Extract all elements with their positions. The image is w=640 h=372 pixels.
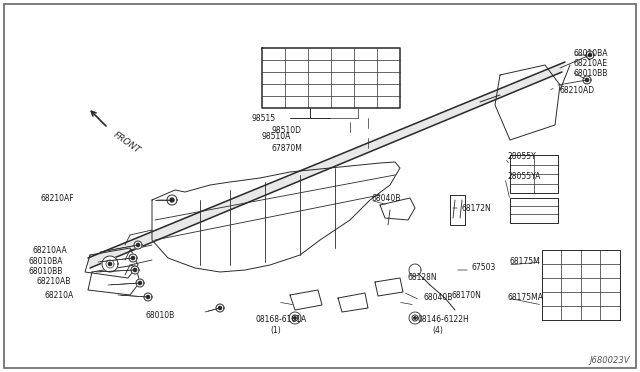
Text: 68210AA: 68210AA — [32, 246, 67, 254]
Polygon shape — [134, 241, 142, 249]
Polygon shape — [138, 281, 141, 285]
Text: 68210AF: 68210AF — [40, 193, 74, 202]
Text: 28055YA: 28055YA — [508, 171, 541, 180]
Polygon shape — [129, 254, 137, 262]
Polygon shape — [218, 307, 221, 310]
Polygon shape — [106, 260, 114, 268]
Polygon shape — [414, 317, 416, 319]
Text: 68210A: 68210A — [44, 291, 73, 299]
Text: 28055Y: 28055Y — [508, 151, 537, 160]
Text: 68040B: 68040B — [424, 294, 453, 302]
Polygon shape — [289, 312, 301, 324]
Polygon shape — [131, 266, 139, 274]
Polygon shape — [136, 243, 140, 247]
Polygon shape — [108, 262, 111, 266]
Text: (1): (1) — [270, 326, 281, 334]
Text: 08146-6122H: 08146-6122H — [418, 315, 470, 324]
Polygon shape — [292, 315, 298, 321]
Text: 68210AE: 68210AE — [574, 58, 608, 67]
Polygon shape — [102, 256, 118, 272]
Polygon shape — [167, 195, 177, 205]
Polygon shape — [144, 293, 152, 301]
Text: 68010BA: 68010BA — [574, 48, 609, 58]
Text: 68210AB: 68210AB — [36, 278, 70, 286]
Text: 68175MA: 68175MA — [508, 294, 544, 302]
Polygon shape — [409, 264, 421, 276]
Text: 68040B: 68040B — [372, 193, 401, 202]
Polygon shape — [216, 304, 224, 312]
Polygon shape — [133, 269, 136, 272]
Polygon shape — [131, 256, 134, 260]
Text: 98510D: 98510D — [272, 125, 302, 135]
Text: 68172N: 68172N — [462, 203, 492, 212]
Polygon shape — [583, 76, 591, 84]
Polygon shape — [409, 312, 421, 324]
Text: 68010BA: 68010BA — [28, 257, 63, 266]
Text: 98515: 98515 — [252, 113, 276, 122]
Text: 68128N: 68128N — [408, 273, 438, 282]
Text: 68010BB: 68010BB — [574, 68, 609, 77]
Polygon shape — [147, 295, 150, 299]
Text: (4): (4) — [432, 326, 443, 334]
Text: 68175M: 68175M — [510, 257, 541, 266]
Text: 68010B: 68010B — [145, 311, 174, 320]
Text: 98510A: 98510A — [262, 131, 291, 141]
Polygon shape — [586, 78, 589, 81]
Text: 08168-6161A: 08168-6161A — [256, 315, 307, 324]
Text: 68010BB: 68010BB — [28, 267, 62, 276]
Text: J680023V: J680023V — [589, 356, 630, 365]
Polygon shape — [170, 198, 174, 202]
Polygon shape — [136, 279, 144, 287]
Polygon shape — [588, 54, 591, 57]
Text: 68210AD: 68210AD — [560, 86, 595, 94]
Polygon shape — [586, 51, 594, 59]
Polygon shape — [294, 317, 296, 319]
Polygon shape — [88, 62, 565, 268]
Text: 67870M: 67870M — [272, 144, 303, 153]
Text: 67503: 67503 — [472, 263, 497, 273]
Text: FRONT: FRONT — [112, 130, 142, 155]
Text: 68170N: 68170N — [452, 292, 482, 301]
Polygon shape — [412, 315, 418, 321]
